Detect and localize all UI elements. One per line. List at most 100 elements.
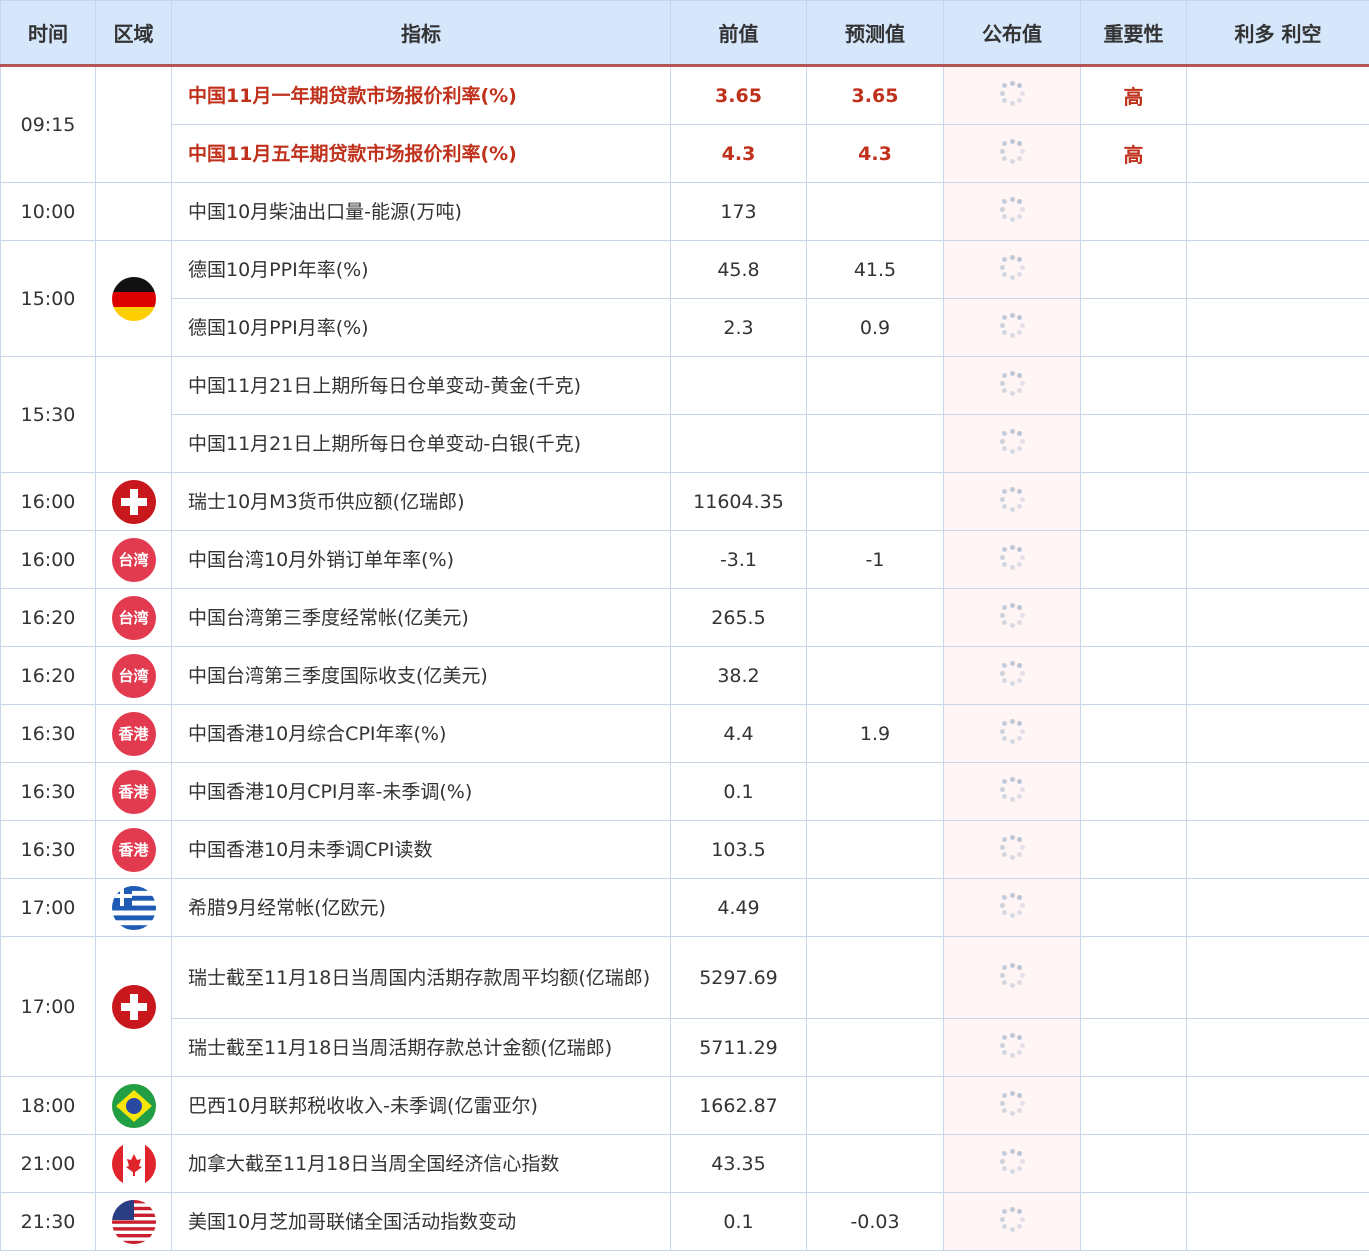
forecast-value: -0.03	[806, 1192, 944, 1251]
previous-value: 4.49	[670, 878, 807, 937]
forecast-value	[806, 762, 944, 821]
previous-value: 0.1	[670, 1192, 807, 1251]
forecast-value	[806, 820, 944, 879]
indicator-name[interactable]: 瑞士截至11月18日当周活期存款总计金额(亿瑞郎)	[171, 1018, 671, 1077]
table-row: 17:00 希腊9月经常帐(亿欧元) 4.49	[0, 878, 1369, 937]
indicator-name[interactable]: 瑞士10月M3货币供应额(亿瑞郎)	[171, 472, 671, 531]
header-region: 区域	[95, 0, 172, 67]
region-cell	[95, 878, 172, 937]
previous-value: 103.5	[670, 820, 807, 879]
indicator-name[interactable]: 中国香港10月综合CPI年率(%)	[171, 704, 671, 763]
actual-value-cell	[943, 1192, 1081, 1251]
actual-value-cell	[943, 530, 1081, 589]
importance-cell	[1080, 414, 1187, 473]
impact-cell	[1186, 704, 1369, 763]
loading-spinner-icon	[999, 962, 1025, 988]
region-cell	[95, 472, 172, 531]
header-row: 时间 区域 指标 前值 预测值 公布值 重要性 利多 利空	[0, 0, 1369, 67]
loading-spinner-icon	[999, 834, 1025, 860]
importance-cell: 高	[1080, 65, 1187, 125]
loading-spinner-icon	[999, 892, 1025, 918]
indicator-name[interactable]: 中国香港10月未季调CPI读数	[171, 820, 671, 879]
time-cell: 09:15	[0, 65, 96, 183]
importance-cell	[1080, 588, 1187, 647]
loading-spinner-icon	[999, 602, 1025, 628]
forecast-value	[806, 414, 944, 473]
header-actual: 公布值	[943, 0, 1081, 67]
table-row: 16:00 台湾 中国台湾10月外销订单年率(%) -3.1 -1	[0, 530, 1369, 589]
forecast-value	[806, 646, 944, 705]
indicator-name[interactable]: 中国台湾10月外销订单年率(%)	[171, 530, 671, 589]
indicator-name[interactable]: 中国台湾第三季度国际收支(亿美元)	[171, 646, 671, 705]
actual-value-cell	[943, 356, 1081, 415]
loading-spinner-icon	[999, 1206, 1025, 1232]
actual-value-cell	[943, 298, 1081, 357]
importance-cell	[1080, 240, 1187, 299]
indicator-name[interactable]: 中国11月21日上期所每日仓单变动-黄金(千克)	[171, 356, 671, 415]
indicator-name[interactable]: 巴西10月联邦税收收入-未季调(亿雷亚尔)	[171, 1076, 671, 1135]
indicator-name[interactable]: 希腊9月经常帐(亿欧元)	[171, 878, 671, 937]
forecast-value	[806, 472, 944, 531]
previous-value: 3.65	[670, 65, 807, 125]
table-row: 21:00 加拿大截至11月18日当周全国经济信心指数 43.35	[0, 1134, 1369, 1193]
indicator-name[interactable]: 美国10月芝加哥联储全国活动指数变动	[171, 1192, 671, 1251]
forecast-value	[806, 1134, 944, 1193]
time-cell: 21:00	[0, 1134, 96, 1193]
greece-flag-icon	[111, 885, 156, 930]
region-cell	[95, 182, 172, 241]
indicator-name[interactable]: 德国10月PPI月率(%)	[171, 298, 671, 357]
forecast-value	[806, 356, 944, 415]
previous-value: 265.5	[670, 588, 807, 647]
loading-spinner-icon	[999, 138, 1025, 164]
previous-value: 2.3	[670, 298, 807, 357]
previous-value: 45.8	[670, 240, 807, 299]
impact-cell	[1186, 182, 1369, 241]
table-row: 21:30 美国10月芝加哥联储全国活动指数变动 0.1 -0.03	[0, 1192, 1369, 1251]
forecast-value	[806, 182, 944, 241]
forecast-value: 3.65	[806, 65, 944, 125]
region-cell: 台湾	[95, 530, 172, 589]
previous-value: 4.4	[670, 704, 807, 763]
hongkong-flag-icon: 香港	[111, 827, 156, 872]
indicator-name[interactable]: 中国台湾第三季度经常帐(亿美元)	[171, 588, 671, 647]
forecast-value: 1.9	[806, 704, 944, 763]
loading-spinner-icon	[999, 370, 1025, 396]
indicator-name[interactable]: 中国10月柴油出口量-能源(万吨)	[171, 182, 671, 241]
previous-value: -3.1	[670, 530, 807, 589]
previous-value: 43.35	[670, 1134, 807, 1193]
indicator-name[interactable]: 中国11月五年期贷款市场报价利率(%)	[171, 124, 671, 183]
previous-value: 0.1	[670, 762, 807, 821]
loading-spinner-icon	[999, 428, 1025, 454]
hongkong-flag-icon: 香港	[111, 769, 156, 814]
previous-value: 11604.35	[670, 472, 807, 531]
table-row: 16:20 台湾 中国台湾第三季度经常帐(亿美元) 265.5	[0, 588, 1369, 647]
loading-spinner-icon	[999, 718, 1025, 744]
taiwan-flag-icon: 台湾	[111, 537, 156, 582]
indicator-name[interactable]: 中国11月21日上期所每日仓单变动-白银(千克)	[171, 414, 671, 473]
impact-cell	[1186, 1076, 1369, 1135]
table-row: 10:00 中国10月柴油出口量-能源(万吨) 173	[0, 182, 1369, 241]
forecast-value: 41.5	[806, 240, 944, 299]
indicator-name[interactable]: 中国香港10月CPI月率-未季调(%)	[171, 762, 671, 821]
germany-flag-icon	[111, 276, 156, 321]
impact-cell	[1186, 1134, 1369, 1193]
region-cell	[95, 1134, 172, 1193]
indicator-name[interactable]: 瑞士截至11月18日当周国内活期存款周平均额(亿瑞郎)	[171, 936, 671, 1019]
loading-spinner-icon	[999, 80, 1025, 106]
actual-value-cell	[943, 646, 1081, 705]
indicator-name[interactable]: 中国11月一年期贷款市场报价利率(%)	[171, 65, 671, 125]
impact-cell	[1186, 414, 1369, 473]
indicator-name[interactable]: 加拿大截至11月18日当周全国经济信心指数	[171, 1134, 671, 1193]
switzerland-flag-icon	[111, 984, 156, 1029]
time-cell: 15:00	[0, 240, 96, 357]
actual-value-cell	[943, 762, 1081, 821]
time-cell: 17:00	[0, 936, 96, 1077]
actual-value-cell	[943, 588, 1081, 647]
previous-value: 5297.69	[670, 936, 807, 1019]
impact-cell	[1186, 646, 1369, 705]
indicator-name[interactable]: 德国10月PPI年率(%)	[171, 240, 671, 299]
importance-cell	[1080, 762, 1187, 821]
previous-value	[670, 356, 807, 415]
header-impact: 利多 利空	[1186, 0, 1369, 67]
